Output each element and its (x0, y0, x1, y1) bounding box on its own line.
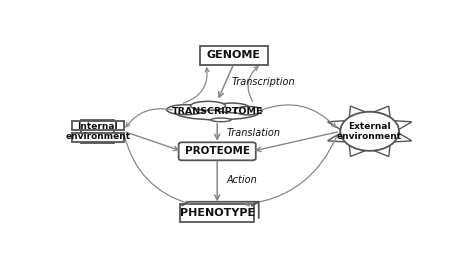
Text: Transcription: Transcription (232, 77, 295, 87)
Polygon shape (349, 106, 365, 117)
FancyBboxPatch shape (181, 204, 254, 222)
Ellipse shape (235, 107, 262, 115)
FancyBboxPatch shape (179, 142, 256, 160)
Polygon shape (328, 121, 345, 129)
FancyBboxPatch shape (200, 46, 268, 65)
Ellipse shape (167, 105, 205, 115)
Polygon shape (349, 145, 365, 157)
FancyBboxPatch shape (72, 133, 124, 141)
Polygon shape (328, 133, 345, 142)
FancyBboxPatch shape (82, 120, 114, 143)
Ellipse shape (340, 112, 399, 151)
Ellipse shape (191, 101, 226, 110)
Text: TRANSCRIPTOME: TRANSCRIPTOME (172, 107, 263, 116)
FancyBboxPatch shape (72, 121, 124, 130)
Text: GENOME: GENOME (207, 50, 261, 60)
Polygon shape (394, 121, 412, 129)
Text: PROTEOME: PROTEOME (185, 146, 250, 156)
Text: Action: Action (227, 175, 257, 185)
Text: External
environment: External environment (337, 122, 402, 141)
Text: PHENOTYPE: PHENOTYPE (180, 208, 255, 218)
Text: Internal
environment: Internal environment (65, 122, 130, 141)
Ellipse shape (175, 105, 259, 120)
Text: Translation: Translation (227, 128, 281, 138)
Ellipse shape (214, 103, 249, 113)
Polygon shape (374, 106, 390, 117)
Polygon shape (394, 133, 412, 142)
Polygon shape (374, 145, 390, 157)
Ellipse shape (211, 118, 231, 122)
